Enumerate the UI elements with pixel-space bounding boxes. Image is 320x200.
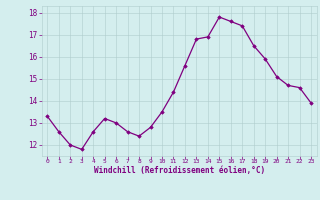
X-axis label: Windchill (Refroidissement éolien,°C): Windchill (Refroidissement éolien,°C): [94, 166, 265, 175]
